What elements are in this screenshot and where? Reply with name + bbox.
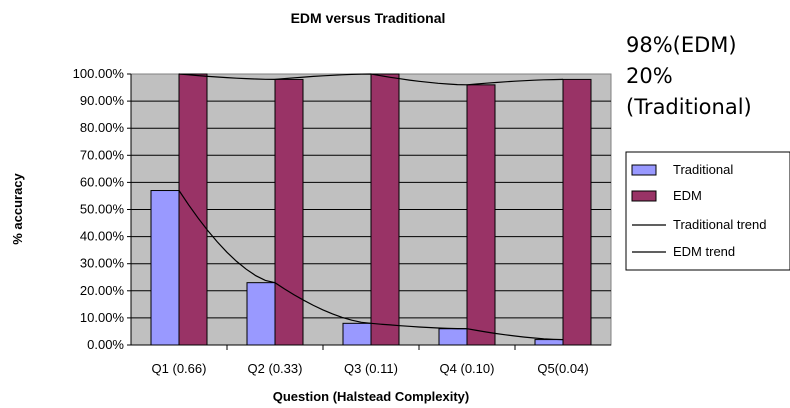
bar-edm-1	[178, 73, 208, 346]
y-tick-label: 10.00%	[80, 310, 125, 325]
y-ticks: 0.00% 10.00% 20.00% 30.00% 40.00% 50.00% 60.00…	[73, 66, 131, 352]
x-tick-label: Q1 (0.66)	[152, 361, 207, 376]
y-tick-label: 20.00%	[80, 283, 125, 298]
x-tick-label: Q5(0.04)	[537, 361, 588, 376]
bars	[150, 73, 592, 346]
y-axis-label: % accuracy	[10, 172, 25, 244]
legend-label-traditional: Traditional	[673, 162, 733, 177]
y-tick-label: 90.00%	[80, 93, 125, 108]
x-tick-label: Q4 (0.10)	[440, 361, 495, 376]
y-tick-label: 0.00%	[87, 337, 124, 352]
x-axis-label: Question (Halstead Complexity)	[273, 389, 469, 404]
y-tick-label: 50.00%	[80, 202, 125, 217]
bar-traditional-3	[342, 322, 372, 346]
annotation-traditional-label: (Traditional)	[626, 95, 752, 119]
bar-traditional-5	[534, 339, 564, 346]
bar-traditional-2	[246, 282, 276, 346]
bar-traditional-4	[438, 328, 468, 346]
chart-title: EDM versus Traditional	[291, 10, 446, 26]
trend-line-traditional	[178, 190, 564, 341]
annotation-traditional-value: 20%	[626, 64, 673, 88]
trend-line-edm	[178, 73, 564, 86]
x-tick-label: Q2 (0.33)	[248, 361, 303, 376]
legend: Traditional EDM Traditional trend EDM tr…	[625, 151, 790, 271]
legend-label-edm: EDM	[673, 188, 702, 203]
bar-edm-3	[370, 73, 400, 346]
bar-traditional-1	[150, 190, 180, 346]
bar-edm-2	[274, 78, 304, 346]
bar-edm-5	[562, 78, 592, 346]
legend-swatch-edm	[631, 190, 657, 202]
x-ticks: Q1 (0.66) Q2 (0.33) Q3 (0.11) Q4 (0.10) Q5(0…	[130, 74, 611, 376]
bar-edm-4	[466, 84, 496, 346]
y-tick-label: 30.00%	[80, 256, 125, 271]
legend-label-edm-trend: EDM trend	[673, 244, 735, 259]
trend-lines	[178, 73, 564, 341]
y-tick-label: 100.00%	[73, 66, 125, 81]
y-tick-label: 70.00%	[80, 147, 125, 162]
y-tick-label: 40.00%	[80, 229, 125, 244]
annotation-edm: 98%(EDM)	[626, 33, 737, 57]
y-tick-label: 80.00%	[80, 120, 125, 135]
annotation-block: 98%(EDM) 20% (Traditional)	[626, 30, 790, 123]
y-tick-label: 60.00%	[80, 174, 125, 189]
x-tick-label: Q3 (0.11)	[344, 361, 398, 376]
legend-label-traditional-trend: Traditional trend	[673, 217, 766, 232]
legend-swatch-traditional	[631, 164, 657, 176]
